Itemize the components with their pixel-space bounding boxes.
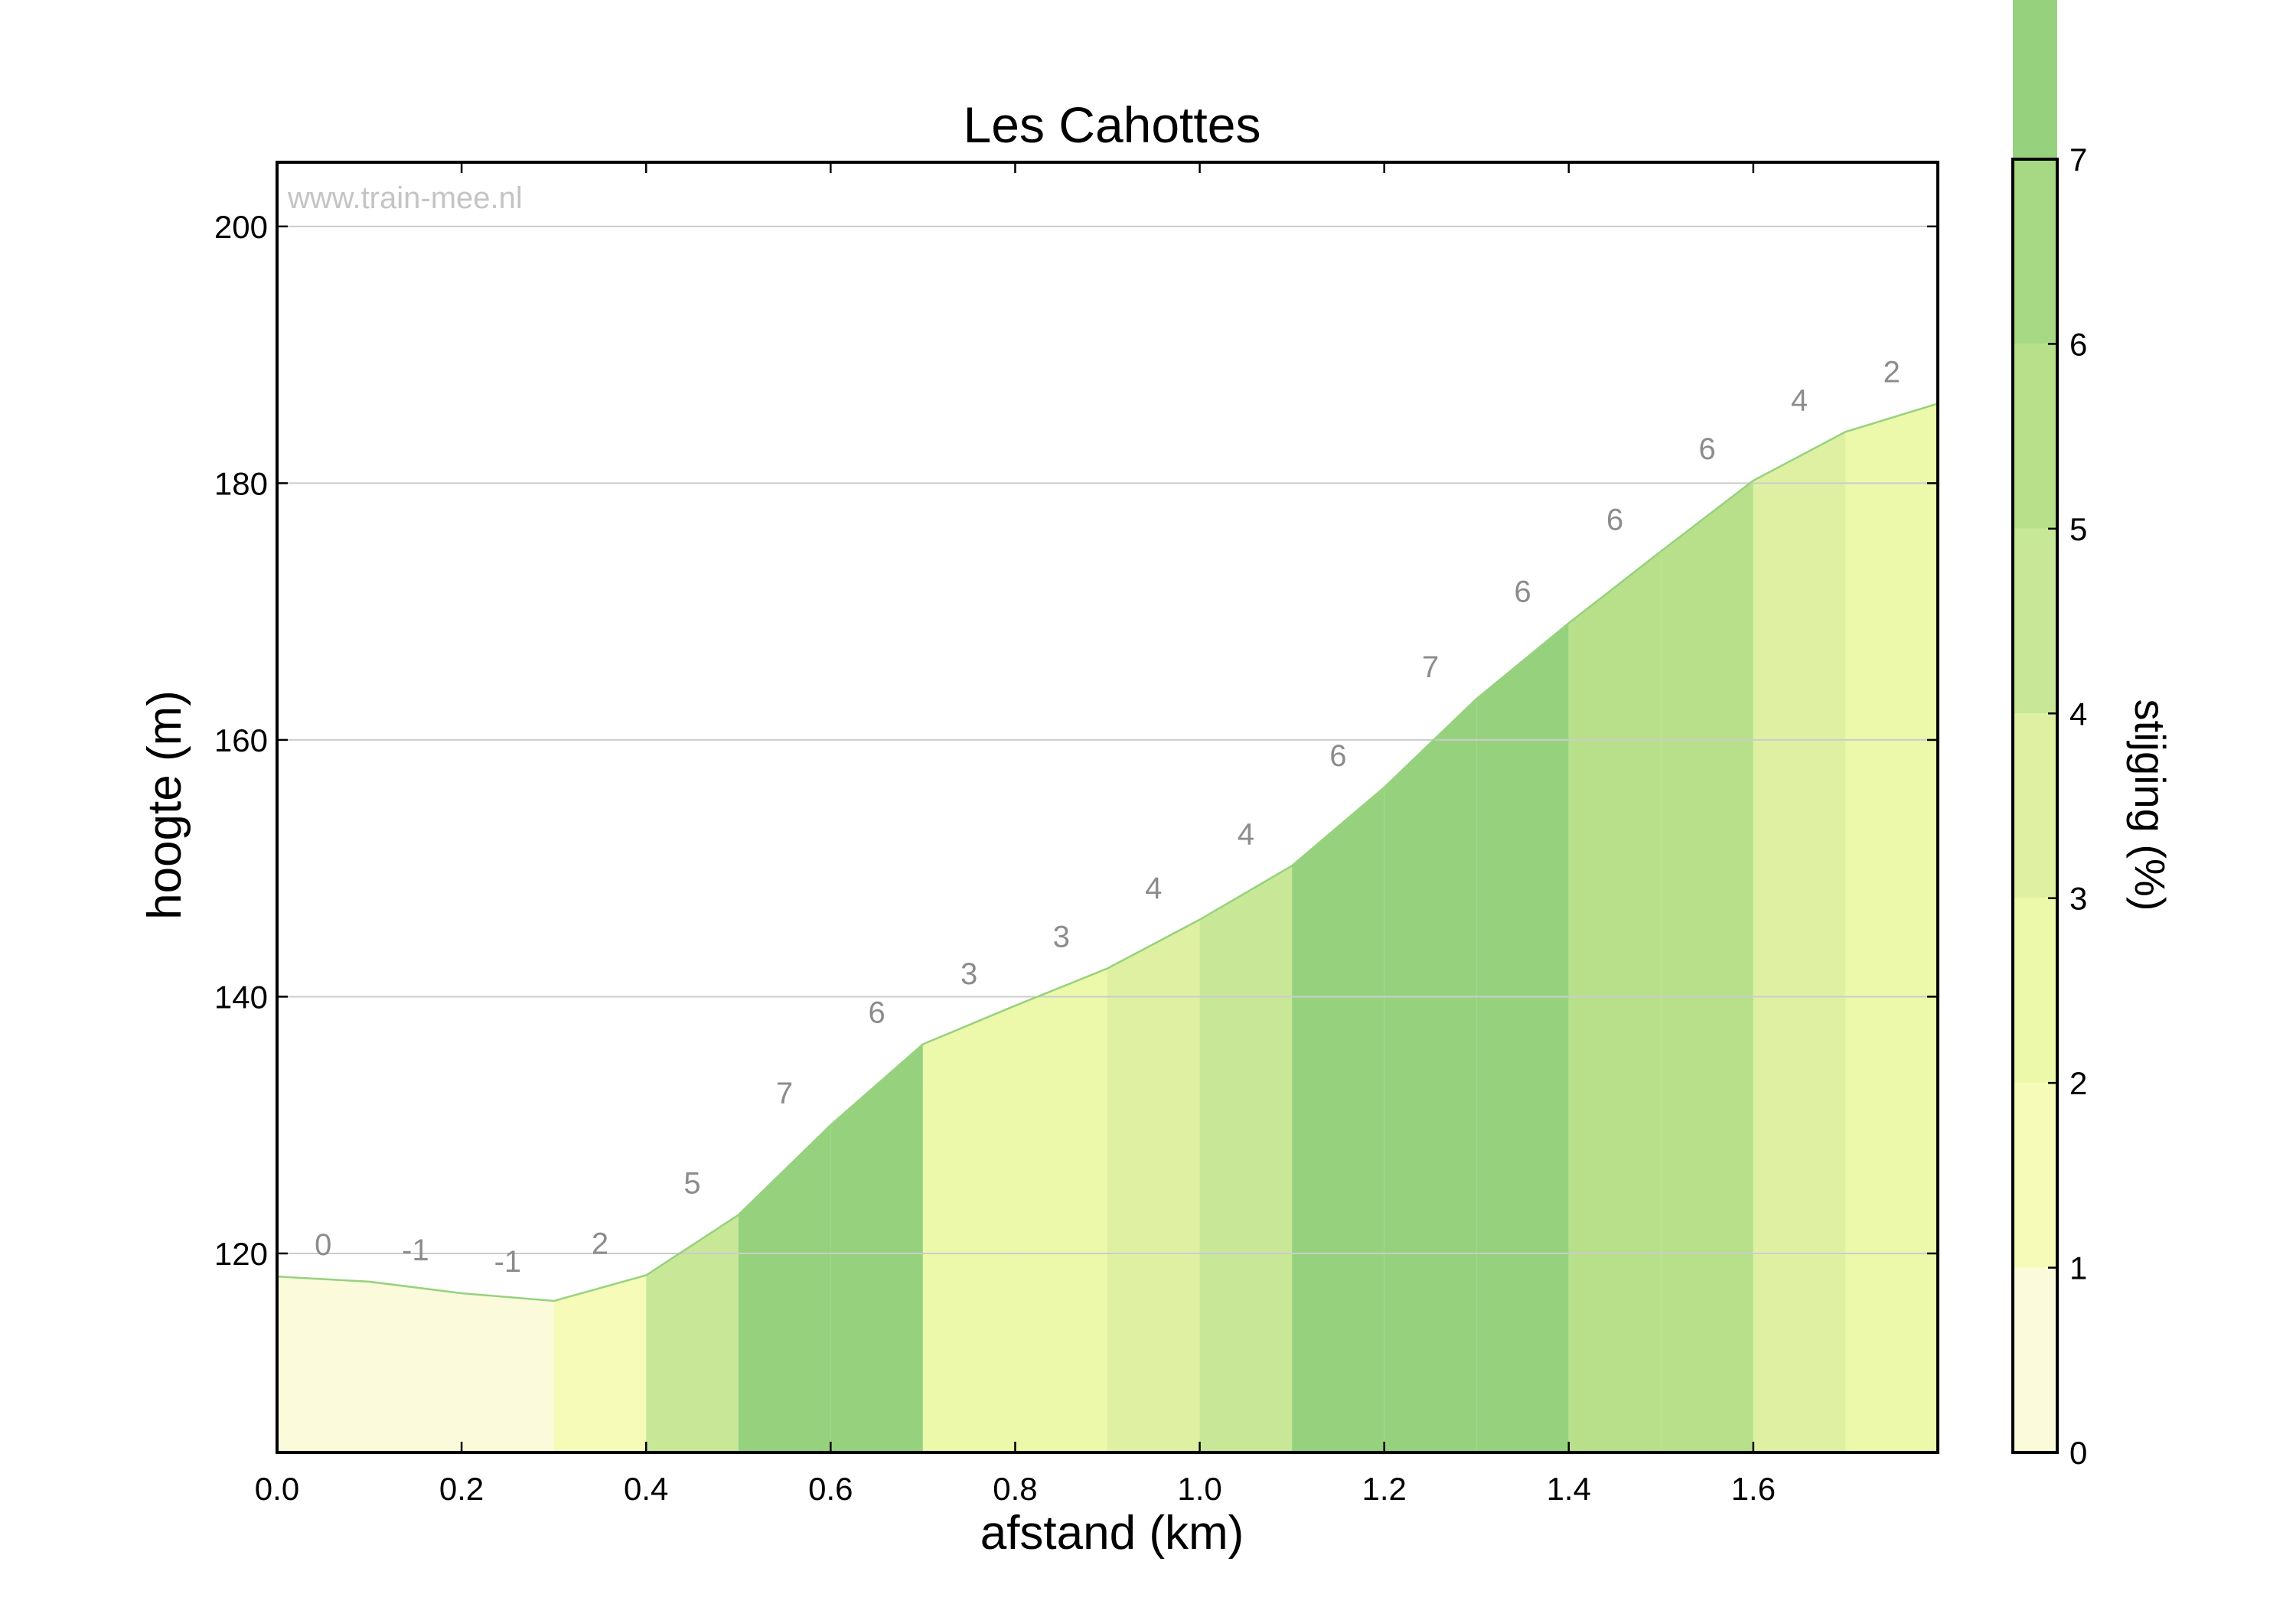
gradient-label: 4 [1238, 817, 1254, 851]
colorbar: 0 1 2 3 4 5 6 7 [2011, 0, 2087, 1471]
colorbar-tick-label: 0 [2069, 1435, 2087, 1471]
gradient-label: 6 [1514, 575, 1531, 608]
gradient-segment [1107, 919, 1200, 1452]
gradient-label: 2 [1883, 355, 1900, 389]
gradient-label: 2 [592, 1227, 608, 1260]
colorbar-tick-label: 4 [2069, 696, 2087, 732]
gradient-label: 6 [1329, 739, 1346, 773]
y-tick-label: 180 [214, 465, 268, 501]
colorbar-band [2013, 344, 2057, 529]
colorbar-tick-label: 7 [2069, 142, 2087, 178]
gradient-segment [553, 1275, 647, 1452]
x-tick-label: 0.2 [439, 1471, 484, 1507]
gradient-segment [738, 1125, 831, 1452]
colorbar-band [2013, 1267, 2057, 1452]
gradient-segment [1476, 623, 1569, 1452]
colorbar-band [2013, 898, 2057, 1084]
colorbar-tick-label: 3 [2069, 881, 2087, 917]
plot-area: 0 -1 -1 2 5 7 6 3 3 4 4 6 7 6 6 6 4 2 0.0 0.2 0.4 0.6 0.8 1.0 1.… [214, 161, 1939, 1507]
colorbar-band [2013, 1083, 2057, 1268]
elevation-line [276, 403, 1939, 1302]
colorbar-tick-label: 2 [2069, 1065, 2087, 1101]
gradient-segment [922, 1006, 1016, 1452]
colorbar-tick-label: 1 [2069, 1250, 2087, 1286]
gradient-label: -1 [494, 1245, 522, 1279]
colorbar-frame [2011, 158, 2059, 1454]
y-tick-label: 120 [214, 1236, 268, 1272]
gradient-label: 6 [868, 996, 885, 1030]
gradient-segment [1199, 865, 1293, 1452]
colorbar-tick-label: 5 [2069, 511, 2087, 547]
gradient-label: 4 [1145, 872, 1162, 905]
y-axis-label: hoogte (m) [139, 690, 191, 920]
gradient-segment [1661, 481, 1753, 1452]
colorbar-tick-label: 6 [2069, 326, 2087, 362]
gradient-segment [1568, 551, 1662, 1452]
x-tick-label: 1.2 [1362, 1471, 1406, 1507]
x-tick-label: 0.4 [624, 1471, 668, 1507]
gradient-segment [461, 1292, 554, 1452]
gradient-label: 3 [1053, 921, 1070, 954]
gradient-segment [369, 1281, 462, 1452]
gradient-label: 0 [315, 1228, 331, 1262]
chart-title: Les Cahottes [964, 96, 1261, 153]
plot-frame [276, 161, 1939, 1454]
x-axis-label: afstand (km) [980, 1507, 1244, 1560]
colorbar-band [2013, 159, 2057, 344]
gradient-segment [1753, 432, 1846, 1452]
gradient-segment [1015, 968, 1107, 1452]
gradient-label: 5 [683, 1167, 700, 1201]
gradient-label: -1 [402, 1234, 429, 1267]
gradient-label: 3 [960, 957, 977, 991]
y-tick-label: 140 [214, 979, 268, 1015]
gradient-segment [1384, 699, 1477, 1452]
gradient-label: 6 [1606, 503, 1623, 536]
gradient-segment [1292, 787, 1384, 1452]
watermark: www.train-mee.nl [287, 181, 523, 215]
gradient-label: 7 [776, 1077, 793, 1110]
gradient-label: 7 [1422, 650, 1439, 684]
gradient-segment [830, 1044, 923, 1452]
gradient-segment [646, 1214, 739, 1452]
gradient-label: 4 [1791, 383, 1808, 417]
x-tick-label: 1.6 [1731, 1471, 1776, 1507]
x-tick-label: 1.4 [1547, 1471, 1591, 1507]
colorbar-band [2013, 0, 2057, 160]
x-tick-label: 0.8 [993, 1471, 1037, 1507]
gradient-segment [1845, 403, 1938, 1452]
colorbar-label: stijging (%) [2126, 699, 2174, 911]
x-tick-label: 0.6 [808, 1471, 853, 1507]
colorbar-band [2013, 713, 2057, 898]
y-tick-label: 200 [214, 209, 268, 245]
colorbar-band [2013, 528, 2057, 714]
gradient-segment [277, 1276, 370, 1452]
x-tick-label: 1.0 [1177, 1471, 1221, 1507]
y-tick-label: 160 [214, 722, 268, 758]
gradient-label: 6 [1698, 432, 1715, 466]
x-tick-label: 0.0 [255, 1471, 299, 1507]
